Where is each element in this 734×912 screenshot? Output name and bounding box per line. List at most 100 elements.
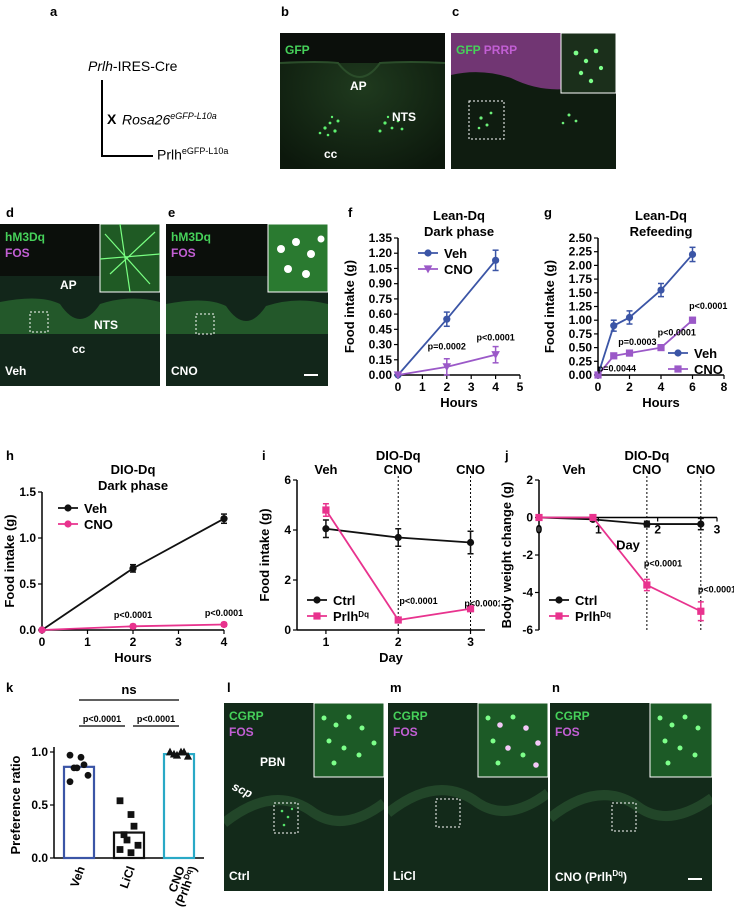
p-value-annotation: p=0.0003 xyxy=(618,337,656,347)
y-tick-label: 1.05 xyxy=(369,261,393,275)
data-point xyxy=(697,520,705,528)
schema-horizontal-line xyxy=(101,155,153,157)
y-tick-label: 0 xyxy=(284,623,291,637)
legend-label-superscript: Dq xyxy=(358,610,369,619)
label-fos: FOS xyxy=(393,725,418,739)
y-tick-label: 0.00 xyxy=(569,368,593,382)
data-point xyxy=(491,351,500,360)
panel-letter-k: k xyxy=(6,680,14,695)
panel-letter-n: n xyxy=(552,680,560,695)
individual-data-point xyxy=(66,751,74,759)
y-tick-label: 0.75 xyxy=(569,327,593,341)
legend-label: Ctrl xyxy=(333,593,355,608)
y-tick-label: 6 xyxy=(284,473,291,487)
legend-swatch-marker xyxy=(64,520,72,528)
y-axis-label: Food intake (g) xyxy=(542,260,557,353)
individual-data-point xyxy=(165,747,175,756)
x-tick-label: 8 xyxy=(721,380,728,394)
label-cc: cc xyxy=(72,342,86,356)
legend-swatch-marker xyxy=(674,365,682,373)
y-tick-label: 0.00 xyxy=(369,368,393,382)
y-tick-label: 1.0 xyxy=(19,531,36,545)
micrograph-e: hM3Dq FOS CNO xyxy=(166,224,328,386)
data-point xyxy=(535,513,543,522)
y-axis-label: Preference ratio xyxy=(8,755,23,854)
x-tick-label: 2 xyxy=(654,523,661,537)
legend-swatch-marker xyxy=(555,612,563,620)
label-gfp-prrp: GFP PRRP xyxy=(456,43,518,57)
data-point xyxy=(697,607,705,615)
y-tick-label: 0.50 xyxy=(569,341,593,355)
y-tick-label: 2.00 xyxy=(569,258,593,272)
x-tick-label: 2 xyxy=(130,635,137,649)
chart-title: Lean-Dq xyxy=(433,208,485,223)
schema-cross-symbol: X xyxy=(107,111,117,127)
micrograph-l: CGRP FOS PBN scp Ctrl xyxy=(224,703,384,891)
chart-g-lean-dq-refeeding: 0.000.250.500.751.001.251.501.752.002.25… xyxy=(542,208,728,410)
label-condition: CNO (PrlhDq) xyxy=(555,869,628,884)
y-tick-label: 0 xyxy=(526,511,533,525)
series-veh xyxy=(594,246,697,379)
legend-swatch-marker xyxy=(423,265,433,274)
individual-data-point xyxy=(172,750,182,759)
y-tick-label: -6 xyxy=(522,623,533,637)
panel-letter-b: b xyxy=(281,4,289,19)
legend-label: CNO xyxy=(694,362,723,377)
micrograph-n: CGRP FOS CNO (PrlhDq) xyxy=(550,703,712,891)
label-cgrp: CGRP xyxy=(555,709,590,723)
panel-letter-c: c xyxy=(452,4,460,19)
individual-data-point xyxy=(77,753,85,761)
chart-title: Dark phase xyxy=(98,478,168,493)
x-tick-label: 2 xyxy=(395,635,402,649)
x-tick-label: 3 xyxy=(468,380,475,394)
panel-letter-d: d xyxy=(6,205,14,220)
label-nts: NTS xyxy=(392,110,416,124)
y-tick-label: 0.90 xyxy=(369,277,393,291)
bar-group-cno xyxy=(162,747,196,860)
data-point xyxy=(594,371,602,379)
legend-label: PrlhDq xyxy=(333,609,369,624)
condition-label: Veh xyxy=(562,462,585,477)
data-point xyxy=(322,525,330,533)
panel-letter-h: h xyxy=(6,448,14,463)
micrograph-b: GFP AP NTS cc xyxy=(280,33,445,169)
y-tick-label: 1.25 xyxy=(569,300,593,314)
x-tick-label: 4 xyxy=(221,635,228,649)
x-tick-label: 0 xyxy=(595,380,602,394)
label-fos: FOS xyxy=(229,725,254,739)
p-value-annotation: p<0.0001 xyxy=(698,585,734,595)
x-tick-label-superscript: Dq xyxy=(181,868,193,881)
micrograph-c: GFP PRRP xyxy=(451,33,616,169)
label-nts: NTS xyxy=(94,318,118,332)
chart-h-dio-dq-dark-phase: 0.0 0.5 1.0 1.5 0 1 2 3 4 p<0.0001 p<0.0001 DIO-DqD… xyxy=(2,462,243,665)
individual-data-point xyxy=(123,836,131,844)
plot-area: 0.0 0.5 1.0 1.5 0 1 2 3 4 p<0.0001 p<0.0001 xyxy=(19,485,243,649)
legend-label: CNO xyxy=(84,517,113,532)
x-tick-label: 4 xyxy=(492,380,499,394)
individual-data-point xyxy=(183,751,193,760)
x-tick-label: 0 xyxy=(39,635,46,649)
data-point xyxy=(220,515,228,523)
panel-letter-e: e xyxy=(168,205,176,220)
y-tick-label: 0.25 xyxy=(569,354,593,368)
data-point xyxy=(610,352,618,360)
p-value-annotation: p<0.0001 xyxy=(476,332,514,342)
x-tick-label: 1 xyxy=(595,523,602,537)
data-point xyxy=(466,538,475,547)
label-cgrp: CGRP xyxy=(229,709,264,723)
label-fos: FOS xyxy=(555,725,580,739)
chart-title: Lean-Dq xyxy=(635,208,687,223)
x-tick-label: 3 xyxy=(714,523,721,537)
individual-data-point xyxy=(116,846,124,853)
legend-swatch-marker xyxy=(424,249,432,257)
plot-area: 0.000.250.500.751.001.251.501.752.002.25… xyxy=(569,231,728,394)
x-axis-label: Day xyxy=(616,538,641,553)
x-axis-label: Day xyxy=(379,650,404,665)
y-axis-label: Food intake (g) xyxy=(342,260,357,353)
y-tick-label: 0.60 xyxy=(369,307,393,321)
panel-letter-g: g xyxy=(544,205,552,220)
data-point xyxy=(657,286,665,294)
